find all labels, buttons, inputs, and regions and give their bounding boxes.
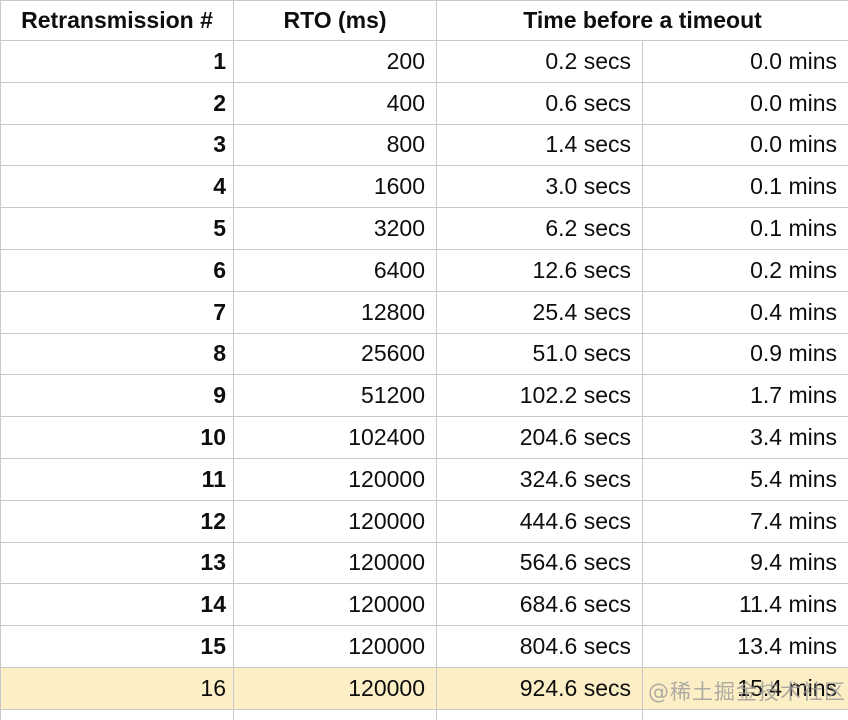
retransmission-number-cell: 10 [0,416,234,459]
timeout-mins-cell: 0.0 mins [641,123,848,167]
timeout-mins-cell: 0.0 mins [641,40,848,83]
table-row-highlighted: 16 120000 924.6 secs 15.4 mins [0,666,848,710]
rto-cell: 120000 [233,666,437,710]
table-row: 8 25600 51.0 secs 0.9 mins [0,332,848,376]
retransmission-number-cell: 5 [0,207,234,250]
rto-cell: 102400 [233,416,437,459]
rto-cell: 120000 [233,457,437,501]
retransmission-number-cell: 3 [0,123,234,167]
table-row: 4 1600 3.0 secs 0.1 mins [0,165,848,209]
table-row: 1 200 0.2 secs 0.0 mins [0,40,848,83]
retransmission-number-cell: 13 [0,541,234,585]
timeout-secs-cell: 204.6 secs [436,416,643,459]
timeout-secs-cell: 6.2 secs [436,207,643,250]
timeout-secs-cell: 564.6 secs [436,541,643,585]
rto-cell: 25600 [233,332,437,376]
retransmission-number-cell: 2 [0,81,234,125]
table-row: 2 400 0.6 secs 0.0 mins [0,81,848,125]
timeout-mins-cell: 0.9 mins [641,332,848,376]
timeout-secs-cell: 1.4 secs [436,123,643,167]
timeout-mins-cell: 3.4 mins [641,416,848,459]
clipped-partial-row [0,708,848,720]
table-row: 5 3200 6.2 secs 0.1 mins [0,207,848,250]
timeout-mins-cell: 13.4 mins [641,625,848,668]
timeout-mins-cell: 7.4 mins [641,499,848,543]
header-rto-ms: RTO (ms) [233,0,437,41]
rto-cell: 3200 [233,207,437,250]
table-row: 7 12800 25.4 secs 0.4 mins [0,290,848,334]
timeout-mins-cell: 0.4 mins [641,290,848,334]
rto-cell: 120000 [233,499,437,543]
rto-cell: 51200 [233,374,437,418]
timeout-secs-cell: 0.6 secs [436,81,643,125]
timeout-mins-cell: 0.2 mins [641,248,848,292]
retransmission-number-cell: 14 [0,583,234,627]
retransmission-number-cell: 8 [0,332,234,376]
rto-cell: 12800 [233,290,437,334]
timeout-secs-cell: 924.6 secs [436,666,643,710]
timeout-mins-cell: 1.7 mins [641,374,848,418]
retransmission-number-cell: 16 [0,666,234,710]
timeout-secs-cell: 12.6 secs [436,248,643,292]
rto-cell: 120000 [233,625,437,668]
timeout-secs-cell: 25.4 secs [436,290,643,334]
table-row: 3 800 1.4 secs 0.0 mins [0,123,848,167]
timeout-mins-cell: 0.1 mins [641,165,848,209]
timeout-secs-cell: 444.6 secs [436,499,643,543]
retransmission-number-cell: 9 [0,374,234,418]
retransmission-number-cell: 12 [0,499,234,543]
timeout-mins-cell: 5.4 mins [641,457,848,501]
header-time-before-timeout: Time before a timeout [435,0,848,41]
timeout-secs-cell: 0.2 secs [436,40,643,83]
rto-cell: 200 [233,40,437,83]
table-row: 9 51200 102.2 secs 1.7 mins [0,374,848,418]
timeout-secs-cell: 324.6 secs [436,457,643,501]
table-row: 10 102400 204.6 secs 3.4 mins [0,416,848,459]
timeout-mins-cell: 11.4 mins [641,583,848,627]
timeout-mins-cell: 15.4 mins [641,666,848,710]
rto-cell: 6400 [233,248,437,292]
table-row: 13 120000 564.6 secs 9.4 mins [0,541,848,585]
table-row: 14 120000 684.6 secs 11.4 mins [0,583,848,627]
timeout-secs-cell: 102.2 secs [436,374,643,418]
retransmission-number-cell: 1 [0,40,234,83]
rto-cell: 400 [233,81,437,125]
timeout-secs-cell: 684.6 secs [436,583,643,627]
timeout-secs-cell: 804.6 secs [436,625,643,668]
retransmission-number-cell: 7 [0,290,234,334]
table-row: 6 6400 12.6 secs 0.2 mins [0,248,848,292]
table-row: 12 120000 444.6 secs 7.4 mins [0,499,848,543]
retransmission-number-cell: 6 [0,248,234,292]
table-row: 11 120000 324.6 secs 5.4 mins [0,457,848,501]
retransmission-number-cell: 11 [0,457,234,501]
rto-cell: 1600 [233,165,437,209]
retransmission-number-cell: 15 [0,625,234,668]
timeout-mins-cell: 0.0 mins [641,81,848,125]
timeout-mins-cell: 9.4 mins [641,541,848,585]
rto-cell: 120000 [233,583,437,627]
timeout-secs-cell: 3.0 secs [436,165,643,209]
rto-cell: 120000 [233,541,437,585]
table-row: 15 120000 804.6 secs 13.4 mins [0,625,848,668]
rto-cell: 800 [233,123,437,167]
retransmission-number-cell: 4 [0,165,234,209]
header-row: Retransmission # RTO (ms) Time before a … [0,0,848,41]
timeout-secs-cell: 51.0 secs [436,332,643,376]
timeout-mins-cell: 0.1 mins [641,207,848,250]
header-retransmission-number: Retransmission # [0,0,234,41]
